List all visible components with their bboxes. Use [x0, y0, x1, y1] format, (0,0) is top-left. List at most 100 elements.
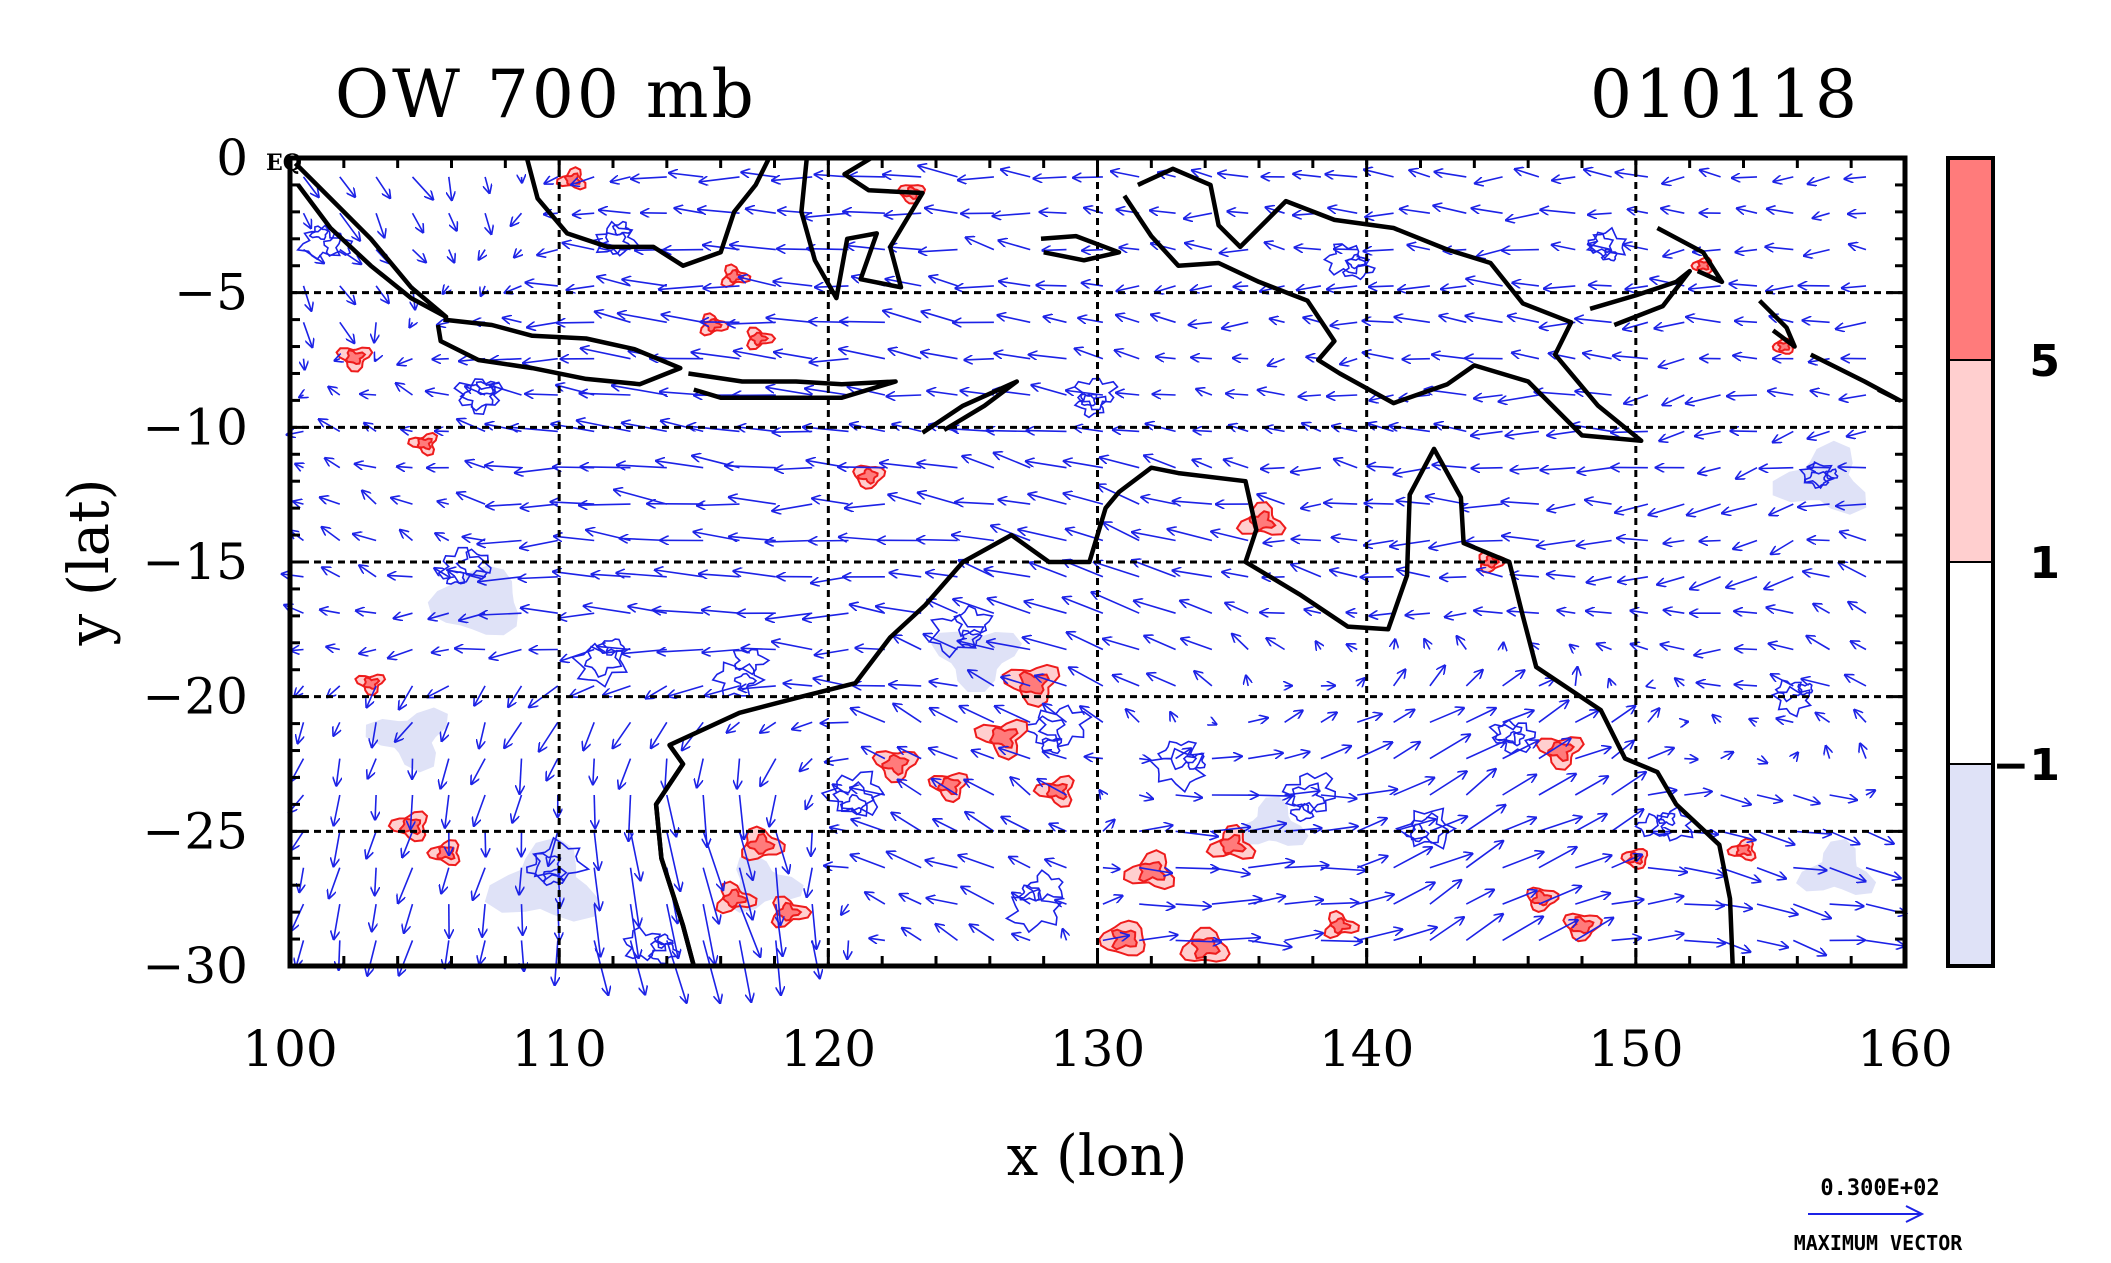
colorbar-band	[1947, 157, 1994, 361]
wind-vector	[1684, 904, 1723, 906]
wind-vector	[646, 685, 668, 698]
wind-vector	[1769, 391, 1794, 395]
wind-vector	[1647, 709, 1659, 723]
wind-vector	[889, 247, 922, 250]
wind-vector	[292, 650, 304, 651]
wind-vector	[1616, 503, 1649, 512]
wind-vector	[1730, 284, 1758, 286]
wind-vector	[775, 352, 813, 360]
colorbar-label: 1	[2029, 538, 2060, 589]
wind-vector	[441, 758, 450, 788]
colorbar-labels: 5 1 −1	[1993, 336, 2060, 791]
wind-vector	[1292, 565, 1322, 578]
wind-vector	[1839, 563, 1867, 578]
wind-vector	[1175, 904, 1211, 906]
wind-vector	[1393, 928, 1437, 942]
wind-vector	[1441, 577, 1467, 578]
wind-vector	[1804, 572, 1830, 577]
negative-contour	[453, 378, 504, 416]
wind-vector	[1647, 896, 1683, 905]
negative-contour	[1774, 679, 1803, 703]
wind-vector	[374, 322, 376, 342]
y-tick-label: −20	[142, 668, 248, 726]
wind-vector	[1770, 503, 1794, 515]
wind-vector	[1139, 935, 1177, 942]
wind-vector	[742, 648, 776, 649]
wind-vector	[1182, 639, 1213, 651]
wind-vector	[884, 175, 922, 177]
wind-vector	[1264, 541, 1285, 543]
wind-vector	[922, 312, 958, 324]
wind-vector	[561, 648, 595, 661]
wind-vector	[813, 499, 849, 505]
wind-vector	[1347, 645, 1358, 650]
wind-vector	[1023, 638, 1067, 651]
wind-vector	[655, 570, 704, 578]
wind-vector	[613, 386, 667, 396]
wind-vector	[432, 650, 449, 653]
wind-vector	[1258, 495, 1285, 505]
wind-vector	[1191, 286, 1213, 291]
wind-vector	[1849, 213, 1867, 214]
negative-contour	[455, 548, 492, 577]
wind-vector	[666, 940, 687, 1002]
wind-vector	[889, 349, 922, 360]
wind-vector	[339, 321, 354, 342]
wind-vector	[1044, 317, 1067, 323]
wind-vector	[1356, 819, 1386, 833]
vector-reference-caption: MAXIMUM VECTOR	[1794, 1231, 1964, 1255]
wind-vector	[773, 431, 813, 432]
wind-vector	[1684, 940, 1724, 943]
wind-vector	[1502, 741, 1538, 760]
wind-vector	[395, 721, 414, 741]
wind-vector	[668, 685, 704, 696]
wind-vector	[559, 613, 595, 618]
wind-vector	[870, 938, 886, 940]
wind-vector	[894, 636, 922, 651]
wind-vector	[1846, 675, 1867, 687]
wind-vector	[558, 322, 595, 323]
wind-vector	[1320, 795, 1356, 799]
wind-vector	[1508, 316, 1540, 324]
wind-vector	[1807, 636, 1831, 651]
wind-vector	[1295, 248, 1321, 250]
wind-vector	[886, 279, 922, 287]
wind-vector	[1631, 611, 1649, 614]
wind-vector	[847, 246, 885, 250]
wind-vector	[1771, 675, 1794, 687]
wind-vector	[1104, 639, 1140, 651]
positive-contour-inner	[344, 349, 367, 366]
wind-vector	[300, 395, 304, 397]
wind-vector	[807, 867, 812, 897]
wind-vector	[1808, 467, 1830, 468]
wind-vector	[1326, 174, 1358, 177]
wind-vector	[367, 940, 377, 975]
wind-vector	[555, 940, 558, 984]
wind-vector	[918, 493, 958, 505]
wind-vector	[1394, 640, 1396, 650]
wind-vector	[1511, 575, 1539, 577]
wind-vector	[449, 249, 454, 262]
wind-vector	[1398, 570, 1431, 578]
wind-vector	[1193, 171, 1213, 178]
wind-vector	[1092, 593, 1140, 614]
wind-vector	[1117, 393, 1140, 395]
wind-vector	[1756, 939, 1787, 947]
colorbar-label: −1	[1993, 740, 2060, 791]
wind-vector	[445, 794, 449, 827]
wind-vector	[1570, 645, 1575, 649]
wind-vector	[1056, 900, 1067, 904]
wind-vector	[995, 353, 1031, 360]
wind-vector	[438, 502, 449, 505]
wind-vector	[1232, 634, 1249, 651]
wind-vector	[320, 610, 340, 614]
wind-vector	[692, 352, 740, 360]
wind-vector	[1064, 461, 1104, 469]
wind-vector	[1477, 570, 1503, 578]
wind-vector	[958, 177, 994, 180]
wind-vector	[1302, 504, 1322, 508]
wind-vector	[1133, 532, 1176, 542]
positive-contour-inner	[1110, 928, 1138, 951]
wind-vector	[1113, 430, 1140, 432]
wind-vector	[737, 758, 740, 789]
